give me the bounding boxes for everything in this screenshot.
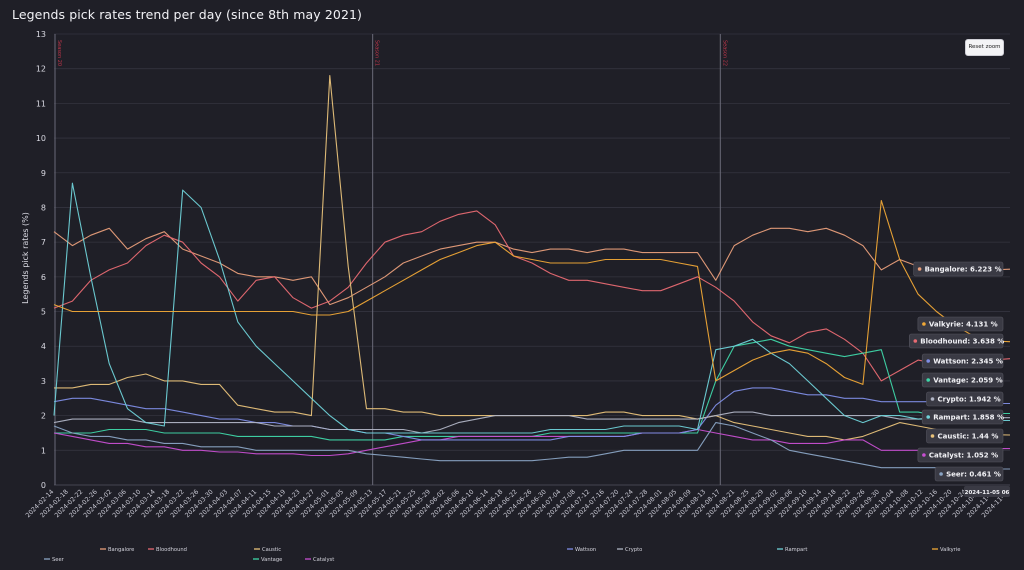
chart-title: Legends pick rates trend per day (since …: [12, 7, 363, 22]
legend-item-seer[interactable]: Seer: [44, 557, 65, 563]
legend-item-label: Vantage: [261, 557, 282, 563]
legend-item-caustic[interactable]: Caustic: [254, 547, 281, 553]
legend: Bangalore Bloodhound Caustic Wattson Crypto R…: [44, 547, 960, 563]
y-tick-label: 13: [36, 30, 46, 39]
svg-text:2024-11-05 06: 2024-11-05 06: [965, 490, 1010, 496]
y-tick-label: 12: [36, 65, 46, 74]
legend-item-label: Crypto: [625, 547, 642, 553]
legend-item-label: Rampart: [785, 547, 807, 553]
legend-item-label: Bloodhound: [156, 547, 187, 553]
tooltip-text: Rampart: 1.858 %: [933, 414, 1004, 422]
legend-item-crypto[interactable]: Crypto: [617, 547, 642, 553]
tooltip-text: Vantage: 2.059 %: [933, 377, 1002, 385]
series-line-rampart[interactable]: [53, 182, 1010, 434]
legend-item-label: Caustic: [262, 547, 281, 553]
y-tick-label: 10: [36, 134, 46, 143]
y-tick-label: 5: [41, 308, 46, 317]
legend-item-catalyst[interactable]: Catalyst: [305, 557, 334, 563]
y-tick-label: 11: [36, 99, 46, 108]
legend-item-label: Seer: [52, 557, 65, 563]
series-lines: [53, 75, 1011, 470]
series-line-vantage[interactable]: [54, 338, 1010, 441]
y-tick-label: 0: [41, 481, 46, 490]
tooltip-crypto: Crypto: 1.942 %: [926, 391, 1004, 407]
series-line-bloodhound[interactable]: [53, 210, 1011, 382]
legend-item-vantage[interactable]: Vantage: [253, 557, 282, 563]
series-line-bangalore[interactable]: [53, 227, 1011, 306]
y-tick-label: 2: [41, 412, 46, 421]
tooltip-caustic: Caustic: 1.44 %: [926, 428, 1004, 444]
tooltip-bloodhound: Bloodhound: 3.638 %: [908, 333, 1004, 349]
tooltip-bangalore: Bangalore: 6.223 %: [913, 261, 1004, 277]
legend-item-wattson[interactable]: Wattson: [567, 547, 596, 553]
y-tick-label: 3: [41, 377, 46, 386]
tooltip-text: Wattson: 2.345 %: [933, 358, 1003, 366]
tooltip-text: Valkyrie: 4.131 %: [929, 321, 998, 329]
x-axis-ticks: 2024-02-142024-02-182024-02-222024-02-26…: [25, 488, 1012, 519]
tooltip-rampart: Rampart: 1.858 %: [921, 409, 1004, 425]
legend-item-valkyrie[interactable]: Valkyrie: [932, 547, 960, 553]
hover-x-label: 2024-11-05 06: [964, 486, 1010, 497]
series-line-catalyst[interactable]: [53, 428, 1010, 457]
tooltip-wattson: Wattson: 2.345 %: [921, 353, 1004, 369]
y-tick-label: 7: [41, 238, 46, 247]
legend-item-label: Bangalore: [108, 547, 134, 553]
tooltip-vantage: Vantage: 2.059 %: [921, 372, 1004, 388]
y-tick-label: 4: [41, 342, 46, 351]
legend-item-rampart[interactable]: Rampart: [777, 547, 807, 553]
y-tick-label: 8: [41, 203, 46, 212]
legend-item-label: Catalyst: [313, 557, 334, 563]
legend-item-label: Valkyrie: [940, 547, 960, 553]
hover-tooltips: Bangalore: 6.223 % Valkyrie: 4.131 % Blood…: [908, 261, 1010, 497]
tooltip-catalyst: Catalyst: 1.052 %: [917, 447, 1004, 463]
season-marker-label: Season 20: [56, 40, 62, 66]
tooltip-text: Caustic: 1.44 %: [938, 433, 999, 441]
y-tick-label: 1: [41, 446, 46, 455]
y-tick-label: 9: [41, 169, 46, 178]
tooltip-text: Bloodhound: 3.638 %: [920, 338, 1004, 346]
series-line-seer[interactable]: [53, 422, 1010, 470]
series-line-valkyrie[interactable]: [53, 199, 1011, 385]
series-line-wattson[interactable]: [53, 387, 1010, 441]
tooltip-text: Bangalore: 6.223 %: [925, 266, 1002, 274]
tooltip-text: Seer: 0.461 %: [946, 471, 1001, 479]
series-line-crypto[interactable]: [53, 411, 1010, 434]
series-line-caustic[interactable]: [54, 75, 1011, 441]
season-marker-label: Season 22: [721, 40, 727, 66]
tooltip-seer: Seer: 0.461 %: [934, 466, 1004, 482]
legend-item-bangalore[interactable]: Bangalore: [100, 547, 134, 553]
reset-zoom-button[interactable]: Reset zoom: [965, 39, 1004, 56]
legend-item-bloodhound[interactable]: Bloodhound: [148, 547, 187, 553]
tooltip-text: Crypto: 1.942 %: [938, 396, 1001, 404]
y-tick-label: 6: [41, 273, 46, 282]
season-marker-label: Season 21: [374, 40, 380, 66]
legend-item-label: Wattson: [575, 547, 596, 553]
tooltip-valkyrie: Valkyrie: 4.131 %: [917, 316, 1004, 332]
y-axis-label: Legends pick rates (%): [21, 212, 30, 304]
tooltip-text: Catalyst: 1.052 %: [929, 452, 998, 460]
